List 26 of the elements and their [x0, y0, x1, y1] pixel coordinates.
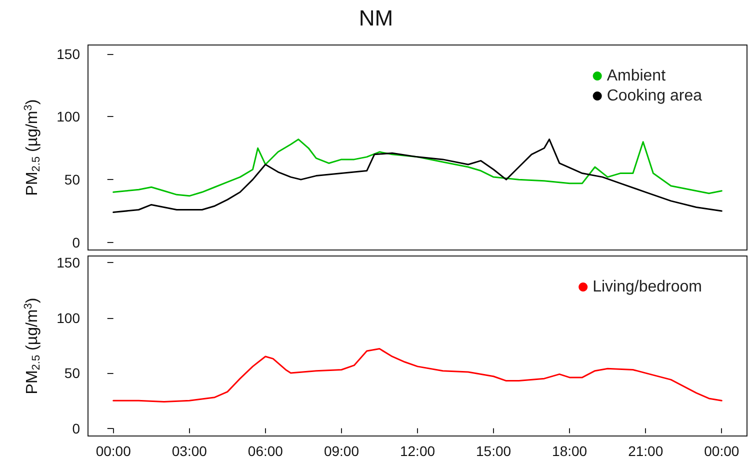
y-tick-label: 50 [64, 172, 80, 188]
y-tick-label: 150 [56, 254, 80, 271]
x-tick-label: 09:00 [324, 443, 360, 459]
x-tick-label: 15:00 [476, 443, 512, 459]
legend-label: Living/bedroom [592, 278, 702, 296]
y-tick-label: 100 [56, 310, 80, 326]
x-tick-label: 03:00 [172, 443, 208, 459]
legend-label: Ambient [606, 68, 666, 84]
y-axis-title: PM2.5 (µg/m3) [22, 99, 42, 196]
x-tick-label: 18:00 [552, 443, 588, 459]
x-tick-label: 00:00 [704, 443, 740, 459]
x-tick-label: 00:00 [96, 443, 132, 459]
legend-label: Cooking area [606, 88, 702, 104]
line-series [112, 348, 722, 403]
x-tick-label: 21:00 [628, 443, 664, 459]
chart-title: NM [358, 6, 394, 30]
y-tick-label: 150 [56, 46, 80, 62]
x-tick-label: 12:00 [400, 443, 436, 459]
y-axis-title: PM2.5 (µg/m3) [22, 298, 42, 394]
y-tick-label: 0 [72, 420, 80, 436]
line-series [112, 138, 722, 197]
y-tick-label: 100 [56, 108, 80, 125]
y-tick-label: 50 [64, 365, 80, 382]
y-tick-label: 0 [72, 234, 80, 250]
x-tick-label: 06:00 [248, 443, 284, 459]
line-series [112, 138, 722, 214]
